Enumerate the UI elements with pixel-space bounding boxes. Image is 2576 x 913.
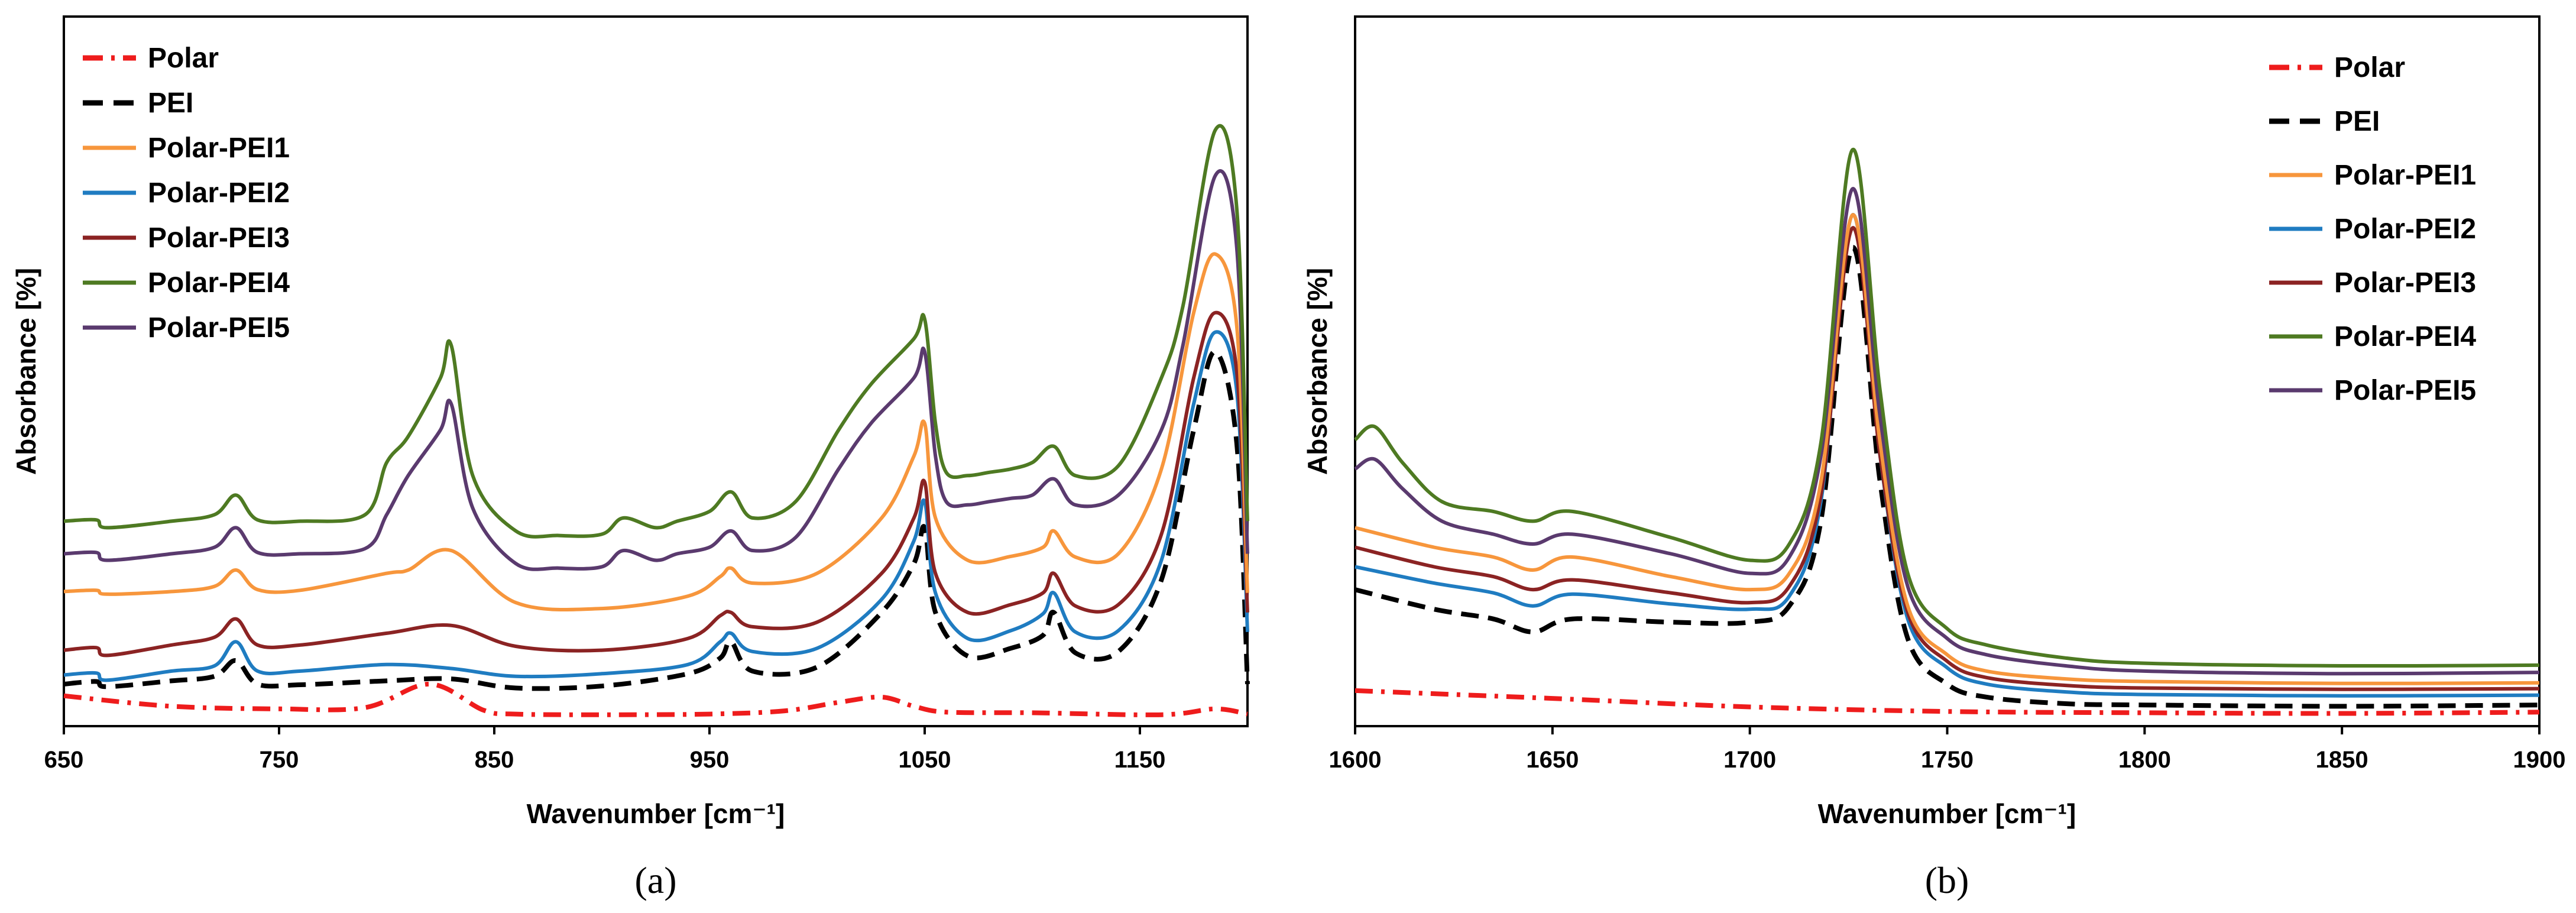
x-ticks-b: 1600 1650 1700 1750 1800 1850 1900	[1329, 726, 2566, 773]
chart-panel-b: 1600 1650 1700 1750 1800 1850 1900 PolarPEIPol…	[1302, 15, 2566, 901]
series-line-polar-pei4	[63, 124, 1249, 539]
series-group-a	[63, 124, 1250, 717]
x-tick-label: 1800	[2118, 747, 2171, 773]
legend-label-polar-pei5: Polar-PEI5	[2334, 375, 2476, 406]
x-tick-label: 850	[475, 747, 514, 773]
series-line-polar-pei3	[1355, 226, 2540, 691]
chart-panel-a: 650 750 850 950 1050 1150 PolarPEIPolar-PEI1P…	[11, 15, 1250, 901]
x-tick-label: 1750	[1921, 747, 1974, 773]
legend-label-polar-pei5: Polar-PEI5	[148, 312, 290, 344]
panel-label-b: (b)	[1925, 859, 1969, 901]
series-line-polar-pei4	[1353, 148, 2540, 668]
x-tick-label: 1850	[2316, 747, 2368, 773]
x-tick-label: 1700	[1723, 747, 1776, 773]
panel-label-a: (a)	[634, 859, 676, 901]
legend-label-polar-pei1: Polar-PEI1	[2334, 160, 2476, 191]
legend-label-polar: Polar	[148, 43, 219, 74]
series-line-polar	[63, 681, 1248, 717]
y-axis-label-a: Absorbance [%]	[11, 268, 41, 475]
legend-label-polar-pei3: Polar-PEI3	[148, 222, 290, 254]
x-axis-label-b: Wavenumber [cm⁻¹]	[1818, 798, 2076, 829]
y-axis-label-b: Absorbance [%]	[1302, 268, 1333, 475]
x-axis-label-a: Wavenumber [cm⁻¹]	[527, 798, 785, 829]
series-line-pei	[63, 349, 1250, 691]
series-line-polar-pei5	[63, 169, 1249, 571]
x-tick-label: 1600	[1329, 747, 1382, 773]
series-line-pei	[1355, 245, 2540, 709]
series-line-polar-pei5	[1354, 187, 2540, 676]
legend-label-pei: PEI	[148, 88, 193, 119]
series-line-polar	[1355, 688, 2540, 716]
x-tick-label: 1650	[1526, 747, 1579, 773]
legend-label-polar: Polar	[2334, 52, 2405, 83]
legend-label-pei: PEI	[2334, 106, 2380, 137]
x-ticks-a: 650 750 850 950 1050 1150	[44, 726, 1166, 773]
series-line-polar-pei1	[1355, 213, 2540, 685]
series-line-polar-pei3	[63, 310, 1249, 658]
series-line-polar-pei1	[63, 252, 1249, 612]
legend-label-polar-pei4: Polar-PEI4	[148, 267, 290, 299]
x-tick-label: 1050	[899, 747, 951, 773]
x-tick-label: 1150	[1114, 747, 1166, 773]
legend-label-polar-pei2: Polar-PEI2	[148, 177, 290, 209]
legend-label-polar-pei3: Polar-PEI3	[2334, 267, 2476, 299]
legend-a: Polar PEI Polar-PEI1 Polar-PEI2 Polar-PEI3 Po…	[83, 43, 290, 344]
x-tick-label: 950	[690, 747, 730, 773]
legend-label-polar-pei2: Polar-PEI2	[2334, 213, 2476, 245]
plot-area-a	[63, 15, 1249, 727]
x-tick-label: 750	[260, 747, 299, 773]
series-group-b	[1353, 148, 2540, 716]
legend-b: Polar PEI Polar-PEI1 Polar-PEI2 Polar-PEI3 Po…	[2269, 52, 2476, 406]
x-tick-label: 1900	[2513, 747, 2566, 773]
plot-area-b	[1354, 15, 2541, 727]
x-tick-label: 650	[44, 747, 84, 773]
series-line-polar-pei2	[63, 330, 1249, 682]
legend-label-polar-pei1: Polar-PEI1	[148, 132, 290, 164]
legend-label-polar-pei4: Polar-PEI4	[2334, 321, 2476, 352]
